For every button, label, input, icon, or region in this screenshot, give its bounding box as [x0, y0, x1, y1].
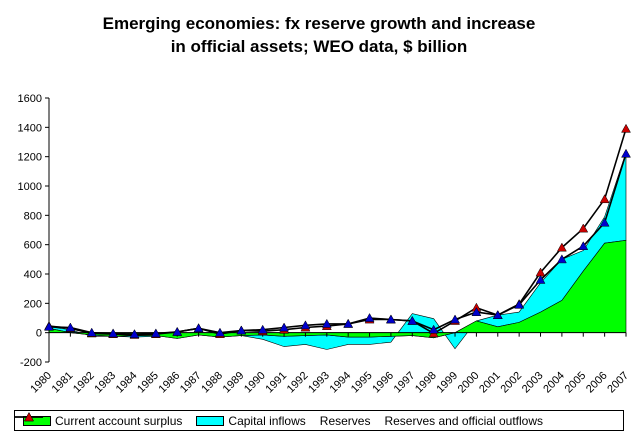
marker-reserves: [193, 323, 204, 333]
marker-reserves: [428, 324, 439, 334]
x-tick-label: 1993: [306, 370, 332, 396]
x-tick-label: 1996: [370, 370, 396, 396]
y-tick-label: 1000: [18, 181, 42, 193]
x-tick-label: 2005: [563, 370, 589, 396]
legend-label-reserves-outflows: Reserves and official outflows: [384, 413, 543, 428]
marker-reserves: [578, 241, 589, 250]
marker-reserves-outflows: [599, 194, 610, 204]
legend-label-reserves: Reserves: [319, 413, 371, 428]
marker-reserves: [471, 307, 482, 316]
marker-reserves: [450, 314, 460, 324]
marker-reserves-outflows: [556, 242, 567, 252]
x-tick-label: 1989: [221, 370, 247, 396]
x-tick-label: 1980: [28, 370, 54, 396]
x-tick-label: 1991: [263, 370, 289, 396]
x-tick-label: 1988: [199, 370, 225, 396]
marker-reserves-outflows: [578, 223, 589, 233]
x-tick-label: 1997: [392, 370, 418, 396]
legend-swatch-reserves-outflows: [15, 411, 43, 422]
marker-reserves: [236, 325, 247, 335]
marker-reserves: [514, 299, 525, 309]
marker-reserves: [129, 329, 140, 338]
y-tick-label: 800: [24, 210, 42, 222]
marker-reserves: [364, 312, 375, 322]
chart-title-line-2: in official assets; WEO data, $ billion: [170, 37, 468, 56]
marker-reserves: [65, 322, 76, 332]
x-tick-label: 1981: [50, 370, 76, 396]
marker-reserves-outflows: [621, 123, 631, 133]
y-tick-label: 1200: [18, 152, 42, 164]
x-tick-label: 1986: [157, 370, 183, 396]
x-tick-label: 2006: [584, 370, 610, 396]
x-tick-label: 1983: [92, 370, 118, 396]
y-tick-label: -200: [20, 357, 42, 369]
x-tick-label: 1987: [178, 370, 204, 396]
marker-reserves: [556, 254, 567, 264]
y-tick-label: 600: [24, 240, 42, 252]
legend-item-reserves-outflows: Reserves and official outflows: [15, 411, 543, 428]
legend-swatch-capital-inflows: [196, 415, 225, 426]
marker-reserves: [150, 328, 161, 338]
legend-label-current-account: Current account surplus: [55, 413, 183, 428]
line-reserves: [48, 153, 627, 335]
x-tick-label: 1985: [135, 370, 161, 396]
marker-reserves: [535, 274, 546, 284]
x-tick-label: 1999: [434, 370, 460, 396]
legend: Current account surplus Capital inflows …: [14, 410, 624, 431]
x-tick-label: 2000: [456, 370, 482, 396]
marker-reserves: [599, 217, 610, 227]
legend-item-current-account: Current account surplus: [23, 414, 182, 428]
x-tick-label: 1990: [242, 370, 268, 396]
marker-reserves: [343, 318, 354, 328]
legend-item-reserves: Reserves: [15, 411, 371, 428]
legend-swatch-current-account: [23, 415, 51, 426]
y-tick-label: 1600: [18, 93, 42, 105]
legend-marker: [24, 411, 34, 422]
marker-reserves: [279, 322, 289, 332]
marker-reserves: [300, 320, 311, 330]
marker-reserves: [386, 314, 396, 324]
x-tick-label: 1992: [285, 370, 311, 396]
y-tick-label: 1400: [18, 122, 42, 134]
x-tick-label: 2003: [520, 370, 546, 396]
x-tick-label: 2004: [541, 370, 567, 396]
y-tick-label: 200: [24, 298, 42, 310]
marker-reserves: [172, 326, 183, 336]
y-tick-label: 400: [24, 269, 42, 281]
x-tick-label: 1994: [328, 370, 354, 396]
x-tick-label: 1995: [349, 370, 375, 396]
x-tick-label: 1984: [114, 370, 140, 396]
x-tick-label: 1998: [413, 370, 439, 396]
marker-reserves: [492, 310, 503, 319]
marker-reserves: [108, 328, 119, 338]
marker-reserves: [407, 315, 418, 325]
chart-title-line-1: Emerging economies: fx reserve growth an…: [102, 14, 536, 33]
x-tick-label: 2002: [498, 370, 524, 396]
marker-reserves: [215, 327, 225, 337]
x-tick-label: 1982: [71, 370, 97, 396]
chart-title: Emerging economies: fx reserve growth an…: [0, 12, 638, 58]
marker-reserves: [44, 321, 54, 331]
x-tick-label: 2007: [605, 370, 631, 396]
marker-reserves: [321, 318, 332, 328]
legend-item-capital-inflows: Capital inflows: [196, 413, 306, 428]
x-tick-label: 2001: [477, 370, 503, 396]
marker-reserves: [257, 324, 268, 334]
legend-label-capital-inflows: Capital inflows: [228, 413, 306, 428]
marker-reserves: [621, 148, 631, 158]
y-tick-label: 0: [36, 328, 42, 340]
marker-reserves: [86, 327, 97, 337]
